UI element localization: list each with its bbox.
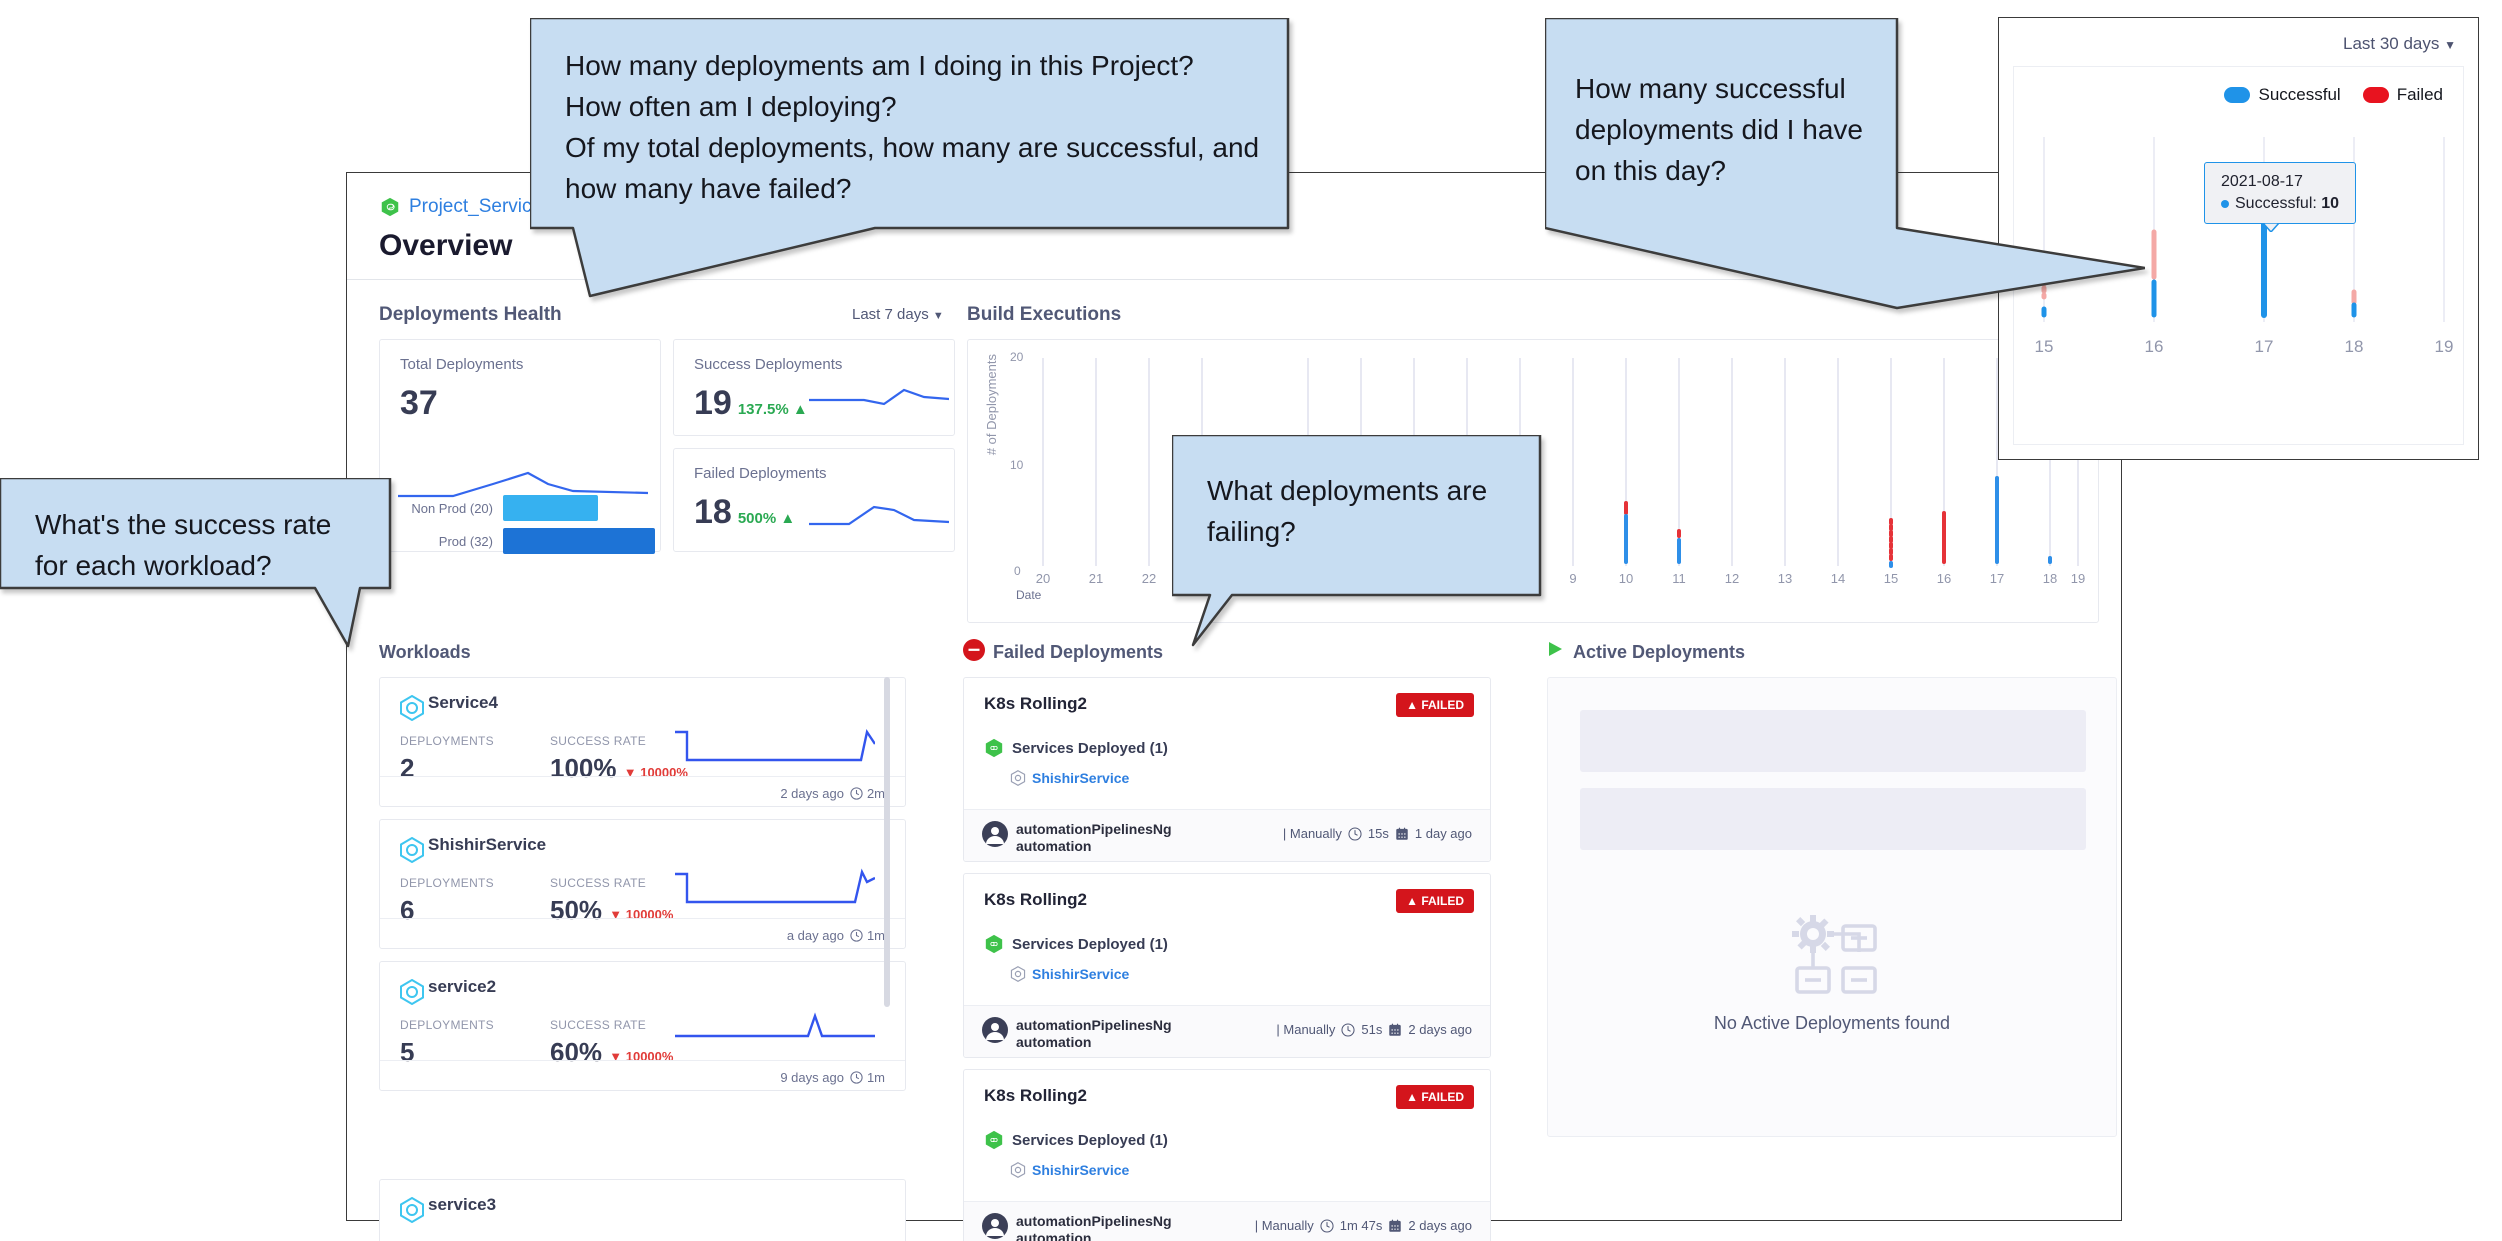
svg-text:20: 20 xyxy=(1036,571,1050,586)
svg-text:for each workload?: for each workload? xyxy=(35,550,272,581)
svg-text:18: 18 xyxy=(2043,571,2057,586)
svg-text:How often am I deploying?: How often am I deploying? xyxy=(565,91,897,122)
svg-text:12: 12 xyxy=(1725,571,1739,586)
svg-text:How many successful: How many successful xyxy=(1575,73,1846,104)
svg-text:19: 19 xyxy=(2435,337,2454,356)
svg-text:failing?: failing? xyxy=(1207,516,1296,547)
svg-text:18: 18 xyxy=(2345,337,2364,356)
svg-text:17: 17 xyxy=(1990,571,2004,586)
svg-text:16: 16 xyxy=(2145,337,2164,356)
svg-text:16: 16 xyxy=(1937,571,1951,586)
svg-text:15: 15 xyxy=(2035,337,2054,356)
svg-text:What deployments are: What deployments are xyxy=(1207,475,1487,506)
svg-text:17: 17 xyxy=(2255,337,2274,356)
svg-text:how many have failed?: how many have failed? xyxy=(565,173,851,204)
svg-text:What's the success rate: What's the success rate xyxy=(35,509,331,540)
svg-text:19: 19 xyxy=(2071,571,2085,586)
svg-text:14: 14 xyxy=(1831,571,1845,586)
svg-text:15: 15 xyxy=(1884,571,1898,586)
svg-text:11: 11 xyxy=(1672,571,1686,586)
svg-text:21: 21 xyxy=(1089,571,1103,586)
svg-text:13: 13 xyxy=(1778,571,1792,586)
svg-text:How many deployments am I doin: How many deployments am I doing in this … xyxy=(565,50,1194,81)
svg-text:Of my total deployments, how m: Of my total deployments, how many are su… xyxy=(565,132,1259,163)
svg-text:on this day?: on this day? xyxy=(1575,155,1726,186)
svg-text:22: 22 xyxy=(1142,571,1156,586)
svg-text:deployments did I have: deployments did I have xyxy=(1575,114,1863,145)
svg-text:10: 10 xyxy=(1619,571,1633,586)
